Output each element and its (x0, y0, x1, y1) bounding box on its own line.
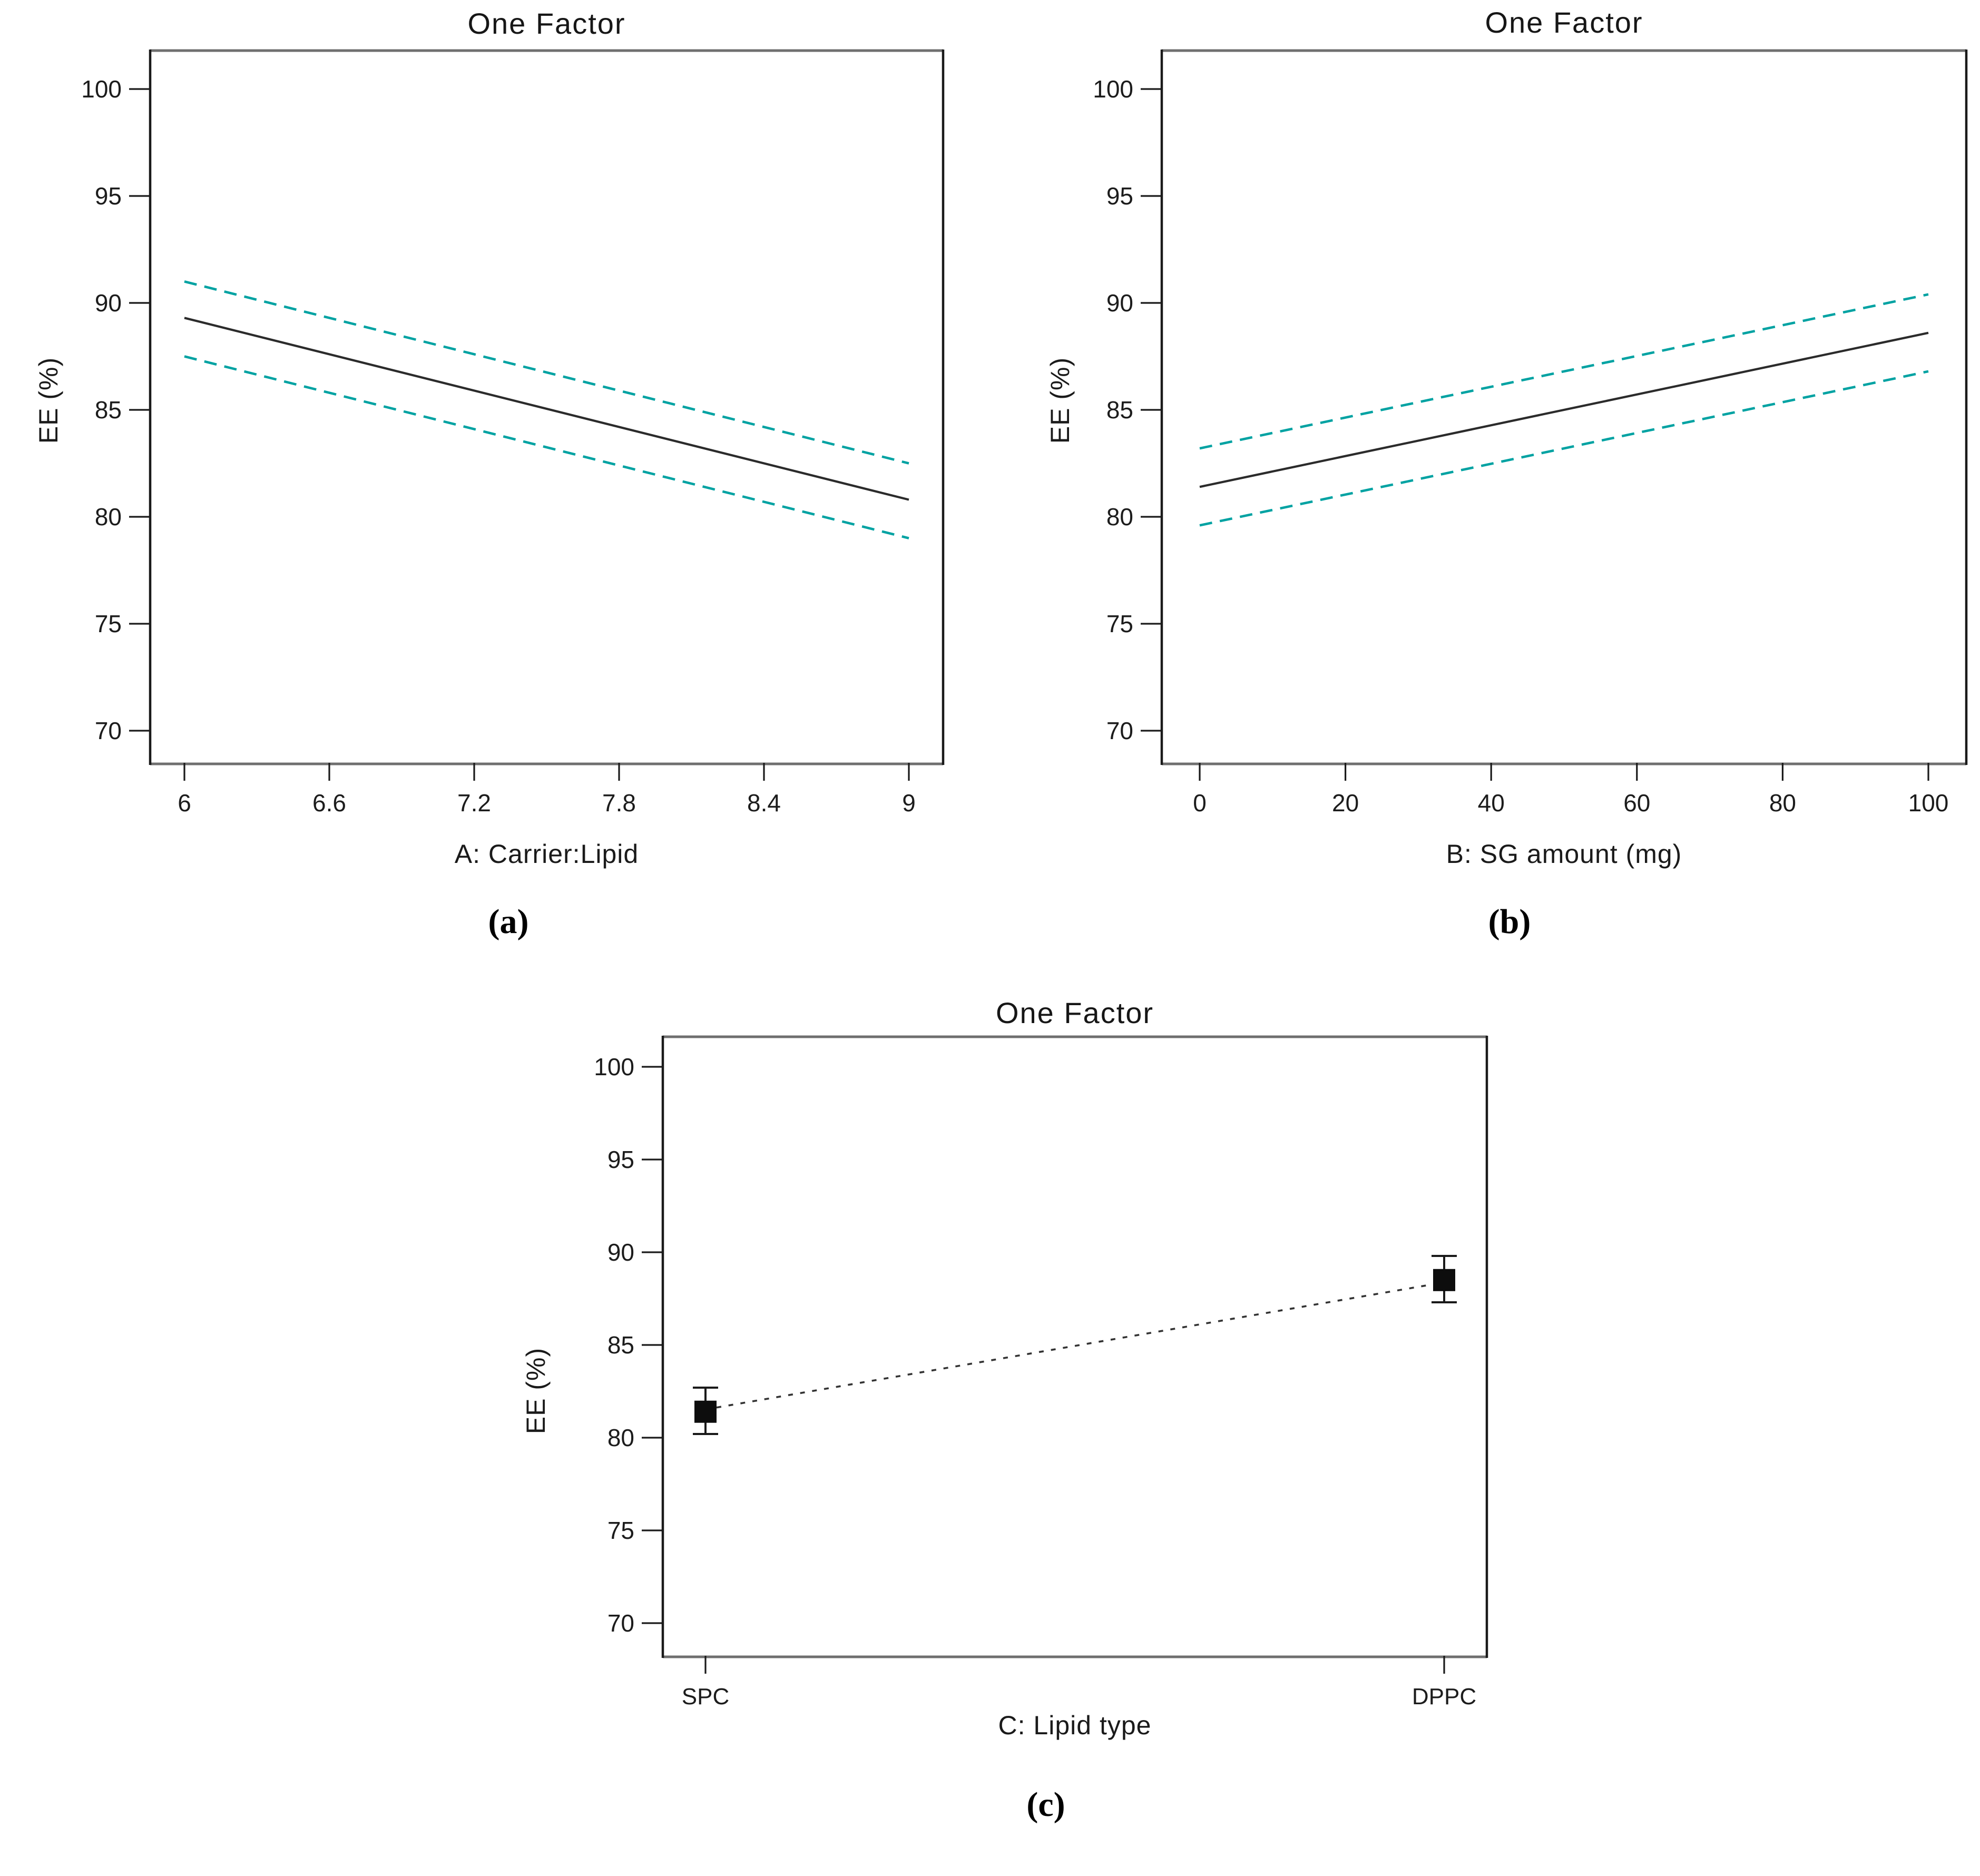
connector-line (716, 1283, 1434, 1409)
data-point-SPC (694, 1400, 717, 1423)
x-tick-label: 6 (178, 789, 191, 817)
y-tick-label: 95 (607, 1146, 634, 1173)
series-predicted-mean (184, 317, 909, 501)
chart-c-ylabel: EE (%) (521, 1347, 551, 1435)
x-tick-label: 6.6 (312, 789, 346, 817)
chart-c-caption: (c) (1026, 1785, 1065, 1824)
data-point-DPPC (1433, 1269, 1455, 1291)
series-ci-upper (1199, 293, 1929, 450)
chart-b-ylabel: EE (%) (1045, 357, 1075, 444)
series-ci-lower (184, 355, 909, 539)
chart-b-caption: (b) (1488, 902, 1531, 941)
x-tick-label: 80 (1769, 789, 1796, 817)
x-tick-label: 8.4 (747, 789, 781, 817)
y-tick-label: 100 (81, 75, 122, 103)
chart-b-xlabel: B: SG amount (mg) (1446, 839, 1682, 869)
x-tick-label: 7.2 (457, 789, 491, 817)
y-tick-label: 100 (594, 1053, 634, 1081)
chart-b-title: One Factor (1485, 6, 1643, 39)
x-tick-label: 100 (1908, 789, 1949, 817)
x-tick-label: SPC (682, 1684, 729, 1710)
series-ci-lower (1199, 370, 1929, 527)
chart-a-title: One Factor (467, 7, 626, 40)
y-tick-label: 80 (1106, 503, 1133, 531)
y-tick-label: 80 (95, 503, 122, 531)
y-tick-label: 80 (607, 1424, 634, 1451)
x-tick-label: 7.8 (602, 789, 636, 817)
x-tick-label: 40 (1478, 789, 1505, 817)
y-tick-label: 85 (607, 1331, 634, 1359)
chart-c-title: One Factor (995, 996, 1154, 1029)
x-tick-label: DPPC (1412, 1684, 1476, 1710)
y-tick-label: 75 (95, 610, 122, 637)
chart-c-xlabel: C: Lipid type (998, 1711, 1152, 1740)
series-ci-upper (184, 280, 909, 465)
chart-a-xlabel: A: Carrier:Lipid (454, 839, 639, 869)
x-tick-label: 20 (1332, 789, 1359, 817)
x-tick-label: 0 (1193, 789, 1207, 817)
chart-a-caption: (a) (488, 902, 529, 941)
y-tick-label: 70 (607, 1609, 634, 1637)
x-tick-label: 60 (1623, 789, 1650, 817)
y-tick-label: 85 (95, 396, 122, 424)
x-tick-label: 9 (902, 789, 916, 817)
y-tick-label: 90 (1106, 289, 1133, 317)
y-tick-label: 75 (607, 1517, 634, 1544)
y-tick-label: 95 (1106, 182, 1133, 210)
chart-a-ylabel: EE (%) (34, 357, 63, 444)
y-tick-label: 70 (1106, 717, 1133, 744)
y-tick-label: 90 (607, 1239, 634, 1266)
y-tick-label: 100 (1093, 75, 1133, 103)
y-tick-label: 90 (95, 289, 122, 317)
y-tick-label: 75 (1106, 610, 1133, 637)
y-tick-label: 70 (95, 717, 122, 744)
y-tick-label: 85 (1106, 396, 1133, 424)
y-tick-label: 95 (95, 182, 122, 210)
series-predicted-mean (1199, 331, 1929, 488)
